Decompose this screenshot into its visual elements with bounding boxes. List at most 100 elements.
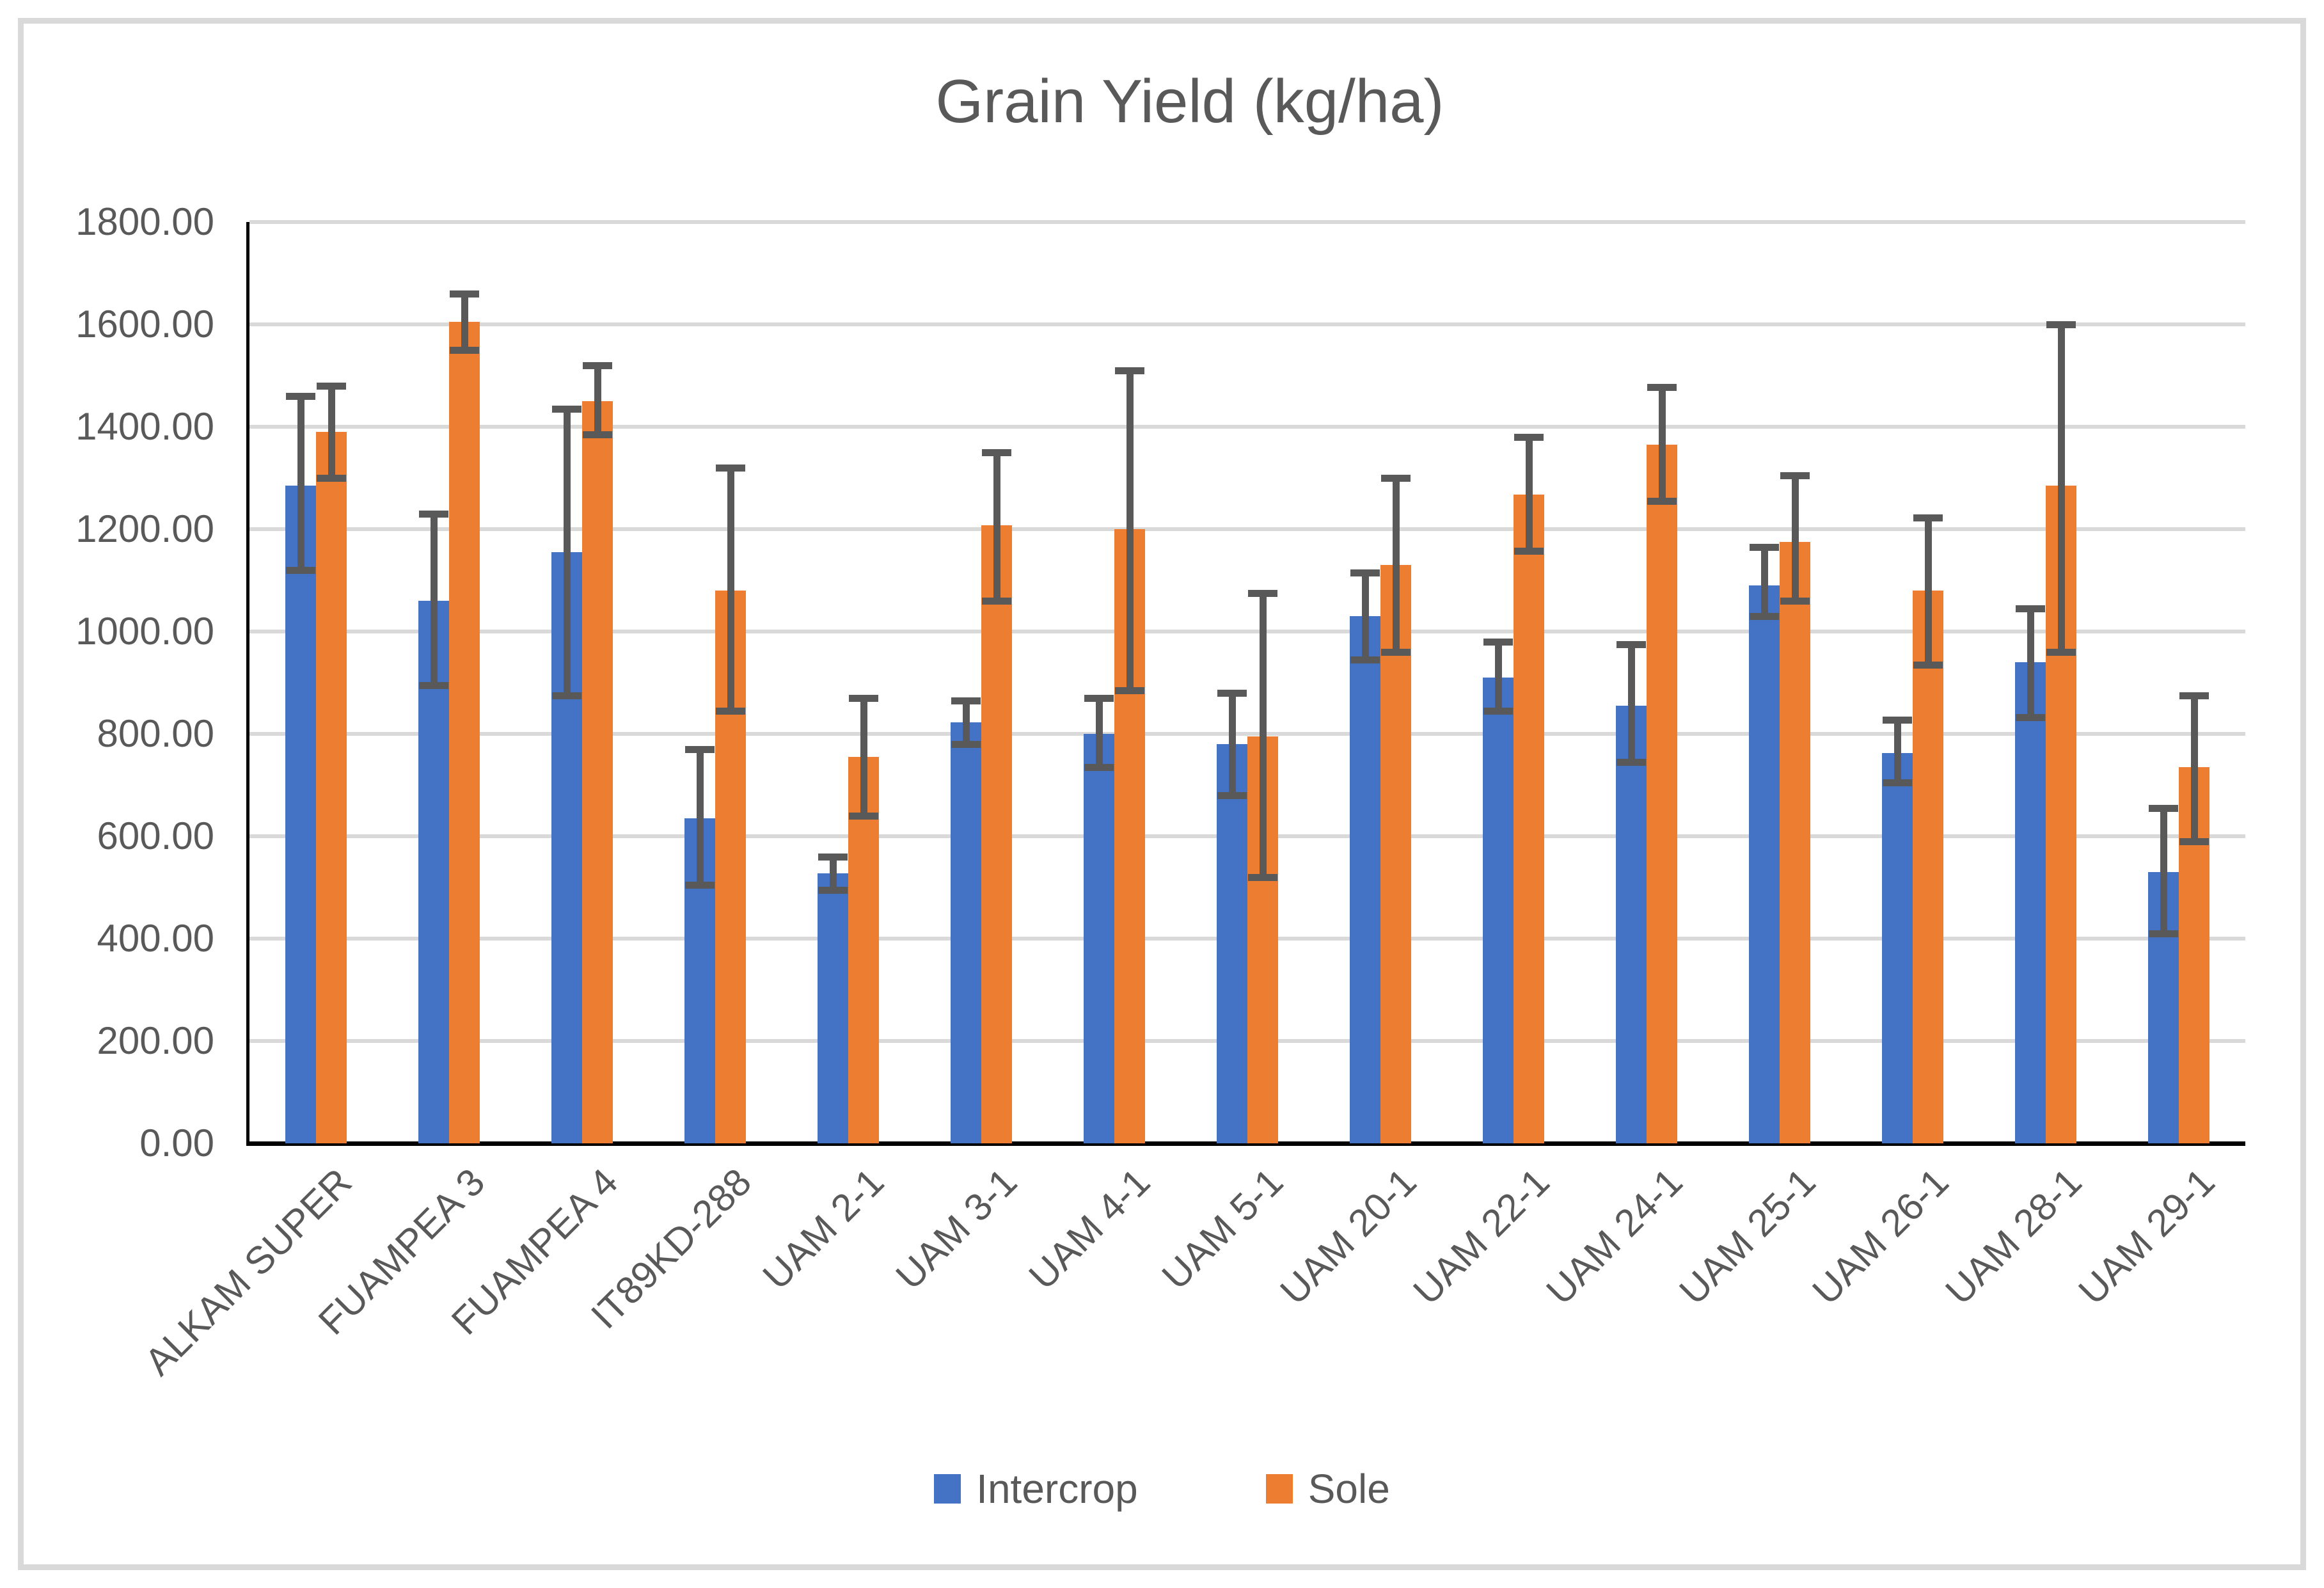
sole-bar (1913, 591, 1943, 1143)
sole-error-bar-cap-bottom (583, 431, 612, 438)
intercrop-bar (951, 722, 981, 1143)
x-category-label: UAM 5-1 (1153, 1160, 1292, 1298)
sole-error-bar-line (1392, 478, 1400, 652)
sole-error-bar-cap-top (1514, 434, 1544, 441)
intercrop-error-bar-cap-bottom (1084, 764, 1114, 771)
sole-error-bar-cap-bottom (849, 813, 878, 820)
intercrop-error-bar-cap-bottom (552, 692, 581, 699)
intercrop-error-bar-cap-top (685, 746, 715, 753)
intercrop-error-bar-cap-bottom (286, 567, 315, 574)
intercrop-error-bar-cap-bottom (1350, 656, 1380, 663)
legend: Intercrop Sole (0, 1465, 2324, 1513)
intercrop-error-bar-line (2160, 808, 2167, 933)
sole-error-bar-cap-top (317, 383, 346, 390)
intercrop-error-bar-line (1095, 698, 1103, 767)
intercrop-error-bar-line (1361, 573, 1369, 660)
sole-error-bar-cap-bottom (450, 347, 479, 354)
legend-label-intercrop: Intercrop (976, 1466, 1138, 1512)
gridline (249, 732, 2245, 736)
intercrop-bar (285, 486, 316, 1143)
y-tick-label: 1200.00 (75, 507, 214, 550)
sole-error-bar-cap-bottom (716, 708, 745, 715)
intercrop-error-bar-line (1228, 693, 1236, 795)
legend-label-sole: Sole (1308, 1466, 1390, 1512)
sole-bar (1514, 495, 1544, 1143)
sole-error-bar-cap-bottom (1248, 874, 1277, 881)
intercrop-error-bar-line (430, 514, 438, 685)
sole-error-bar-line (993, 452, 1000, 601)
sole-bar (848, 757, 879, 1143)
sole-error-bar-cap-top (1647, 383, 1677, 391)
intercrop-error-bar-cap-top (1617, 641, 1646, 648)
sole-error-bar-line (594, 365, 601, 434)
intercrop-bar (1350, 616, 1380, 1143)
sole-swatch-icon (1265, 1474, 1293, 1504)
sole-error-bar-line (1658, 386, 1666, 501)
sole-error-bar-cap-bottom (1647, 498, 1677, 505)
intercrop-error-bar-cap-top (1883, 716, 1912, 724)
sole-error-bar-cap-bottom (1381, 649, 1411, 656)
sole-error-bar-cap-top (1381, 475, 1411, 482)
x-category-label: UAM 29-1 (2070, 1160, 2223, 1313)
intercrop-error-bar-cap-top (552, 406, 581, 413)
sole-error-bar-line (1525, 437, 1533, 552)
intercrop-error-bar-line (563, 409, 571, 695)
sole-error-bar-line (727, 468, 734, 711)
y-axis-line (246, 222, 249, 1143)
intercrop-swatch-icon (934, 1474, 961, 1504)
intercrop-error-bar-cap-top (2149, 805, 2178, 812)
intercrop-bar (1217, 744, 1247, 1143)
intercrop-bar (1084, 734, 1114, 1143)
intercrop-error-bar-line (297, 396, 304, 570)
sole-error-bar-cap-bottom (982, 598, 1011, 605)
x-category-label: UAM 26-1 (1804, 1160, 1957, 1313)
intercrop-error-bar-line (2027, 608, 2034, 717)
sole-error-bar-line (1924, 518, 1932, 665)
intercrop-error-bar-cap-bottom (1750, 613, 1779, 620)
y-tick-label: 1000.00 (75, 610, 214, 653)
intercrop-error-bar-cap-bottom (951, 741, 981, 748)
intercrop-error-bar-line (696, 749, 704, 885)
x-category-label: UAM 4-1 (1020, 1160, 1158, 1298)
sole-error-bar-cap-bottom (1514, 548, 1544, 555)
y-tick-label: 200.00 (97, 1019, 214, 1062)
x-category-label: UAM 25-1 (1671, 1160, 1824, 1313)
intercrop-error-bar-cap-top (1350, 569, 1380, 576)
x-category-label: UAM 28-1 (1937, 1160, 2090, 1313)
gridline (249, 220, 2245, 224)
gridline (249, 425, 2245, 429)
intercrop-error-bar-line (962, 701, 970, 744)
intercrop-error-bar-line (1760, 547, 1768, 616)
intercrop-error-bar-cap-top (1750, 544, 1779, 551)
y-tick-label: 1600.00 (75, 303, 214, 345)
x-category-label: UAM 20-1 (1272, 1160, 1425, 1313)
sole-error-bar-cap-top (450, 290, 479, 298)
intercrop-error-bar-cap-bottom (419, 682, 448, 689)
y-tick-label: 400.00 (97, 917, 214, 960)
x-category-label: UAM 3-1 (887, 1160, 1025, 1298)
sole-error-bar-line (1126, 370, 1134, 690)
sole-error-bar-cap-top (1780, 472, 1810, 479)
gridline (249, 322, 2245, 326)
sole-error-bar-line (1791, 475, 1799, 601)
sole-error-bar-cap-bottom (1780, 598, 1810, 605)
sole-error-bar-line (2190, 695, 2198, 841)
sole-bar (582, 401, 613, 1143)
intercrop-error-bar-line (1494, 642, 1502, 711)
sole-error-bar-line (1259, 593, 1267, 877)
sole-error-bar-line (860, 698, 867, 816)
intercrop-error-bar-cap-bottom (685, 882, 715, 889)
intercrop-error-bar-line (829, 857, 837, 890)
sole-error-bar-cap-top (583, 362, 612, 369)
intercrop-bar (1882, 753, 1913, 1143)
sole-error-bar-cap-bottom (2046, 649, 2076, 656)
intercrop-bar (818, 873, 848, 1143)
gridline (249, 527, 2245, 531)
sole-error-bar-cap-bottom (2179, 838, 2209, 845)
intercrop-error-bar-cap-bottom (1217, 792, 1247, 799)
intercrop-error-bar-cap-top (2016, 605, 2045, 612)
sole-error-bar-cap-bottom (1913, 662, 1943, 669)
intercrop-bar (418, 601, 449, 1143)
x-axis-line (246, 1141, 2245, 1146)
